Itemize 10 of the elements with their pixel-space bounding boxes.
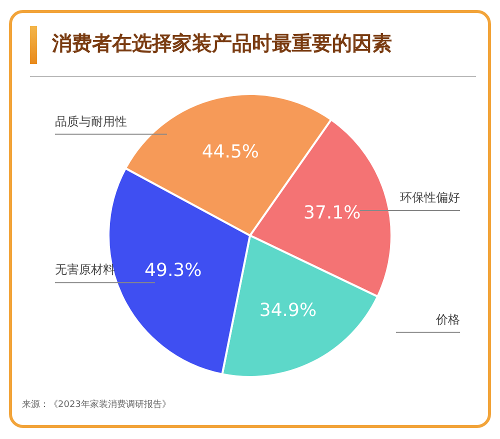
data-label: 44.5%	[202, 142, 260, 163]
chart-title: 消费者在选择家装产品时最重要的因素	[52, 30, 392, 57]
source-note: 来源：《2023年家装消费调研报告》	[22, 398, 171, 411]
data-label: 49.3%	[144, 260, 202, 282]
data-label: 37.1%	[304, 202, 361, 224]
data-label: 34.9%	[259, 300, 317, 322]
slice-label: 价格	[435, 312, 460, 327]
slice-label: 环保性偏好	[400, 190, 460, 205]
slice-label: 品质与耐用性	[55, 114, 127, 128]
slice-label: 无害原材料	[55, 262, 115, 277]
